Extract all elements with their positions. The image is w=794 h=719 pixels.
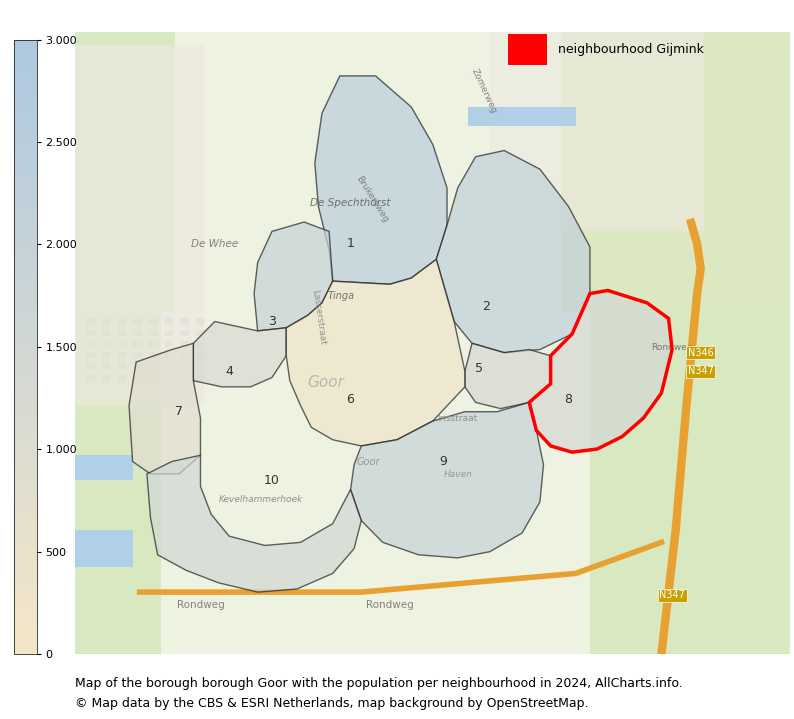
Text: Tinga: Tinga: [328, 290, 355, 301]
Bar: [133, 341, 142, 347]
Text: © Map data by the CBS & ESRI Netherlands, map background by OpenStreetMap.: © Map data by the CBS & ESRI Netherlands…: [75, 697, 589, 710]
Bar: [102, 375, 110, 380]
Polygon shape: [529, 290, 672, 452]
Bar: [118, 375, 126, 380]
Bar: [149, 319, 157, 325]
Bar: [118, 319, 126, 325]
Text: De Spechthorst: De Spechthorst: [310, 198, 391, 209]
Polygon shape: [286, 260, 465, 446]
Text: neighbourhood Gijmink: neighbourhood Gijmink: [558, 43, 704, 56]
Text: N347: N347: [688, 366, 714, 376]
Text: Brukersweg: Brukersweg: [354, 174, 390, 224]
Text: 7: 7: [175, 406, 183, 418]
Bar: [490, 32, 704, 232]
Bar: [86, 341, 94, 347]
Bar: [75, 455, 133, 480]
Text: 3: 3: [268, 315, 276, 328]
Bar: [118, 341, 126, 347]
Bar: [561, 32, 790, 312]
Bar: [133, 363, 142, 370]
Bar: [133, 319, 142, 325]
Bar: [149, 363, 157, 370]
Text: 1: 1: [347, 237, 354, 250]
Text: 6: 6: [347, 393, 354, 406]
Bar: [180, 363, 189, 370]
Bar: [86, 329, 94, 336]
Bar: [149, 329, 157, 336]
Polygon shape: [254, 222, 333, 331]
Bar: [86, 319, 94, 325]
Text: 4: 4: [225, 365, 233, 377]
Bar: [180, 375, 189, 380]
Bar: [180, 352, 189, 358]
Bar: [102, 363, 110, 370]
Text: De Whee: De Whee: [191, 239, 238, 249]
Bar: [133, 329, 142, 336]
Bar: [133, 375, 142, 380]
Bar: [86, 363, 94, 370]
Text: 5: 5: [475, 362, 484, 375]
Bar: [75, 312, 161, 654]
Bar: [165, 329, 173, 336]
Bar: [149, 341, 157, 347]
Bar: [149, 352, 157, 358]
Bar: [75, 530, 133, 567]
Text: N347: N347: [659, 590, 685, 600]
Bar: [180, 329, 189, 336]
Polygon shape: [465, 344, 550, 408]
Text: Map of the borough borough Goor with the population per neighbourhood in 2024, A: Map of the borough borough Goor with the…: [75, 677, 683, 690]
Bar: [196, 375, 205, 380]
Text: N346: N346: [688, 348, 714, 357]
Text: Zomerweg: Zomerweg: [470, 68, 499, 115]
Text: Irisstraat: Irisstraat: [437, 414, 478, 423]
Bar: [196, 329, 205, 336]
Text: Goor: Goor: [357, 457, 380, 467]
Text: Kevelhammerhoek: Kevelhammerhoek: [219, 495, 303, 504]
Text: 8: 8: [565, 393, 572, 406]
Bar: [165, 319, 173, 325]
Bar: [118, 329, 126, 336]
Bar: [118, 352, 126, 358]
Text: Goor: Goor: [307, 375, 344, 390]
Bar: [86, 352, 94, 358]
Bar: [196, 352, 205, 358]
Bar: [75, 45, 204, 406]
Text: Rondweg: Rondweg: [366, 600, 414, 610]
Bar: [590, 312, 790, 654]
Bar: [196, 341, 205, 347]
Bar: [180, 319, 189, 325]
Bar: [75, 32, 175, 312]
Polygon shape: [147, 455, 361, 592]
Bar: [86, 375, 94, 380]
Bar: [118, 363, 126, 370]
Bar: [133, 352, 142, 358]
FancyBboxPatch shape: [507, 34, 547, 65]
Text: Rondweg: Rondweg: [651, 342, 693, 352]
Bar: [102, 352, 110, 358]
Text: Rondweg: Rondweg: [176, 600, 225, 610]
Polygon shape: [129, 344, 200, 474]
Bar: [149, 375, 157, 380]
Text: 2: 2: [483, 300, 490, 313]
Text: Haven: Haven: [443, 470, 472, 479]
Polygon shape: [194, 321, 286, 387]
Polygon shape: [350, 403, 543, 558]
Bar: [180, 341, 189, 347]
Bar: [196, 319, 205, 325]
Bar: [165, 363, 173, 370]
Text: Lasserstraat: Lasserstraat: [310, 289, 326, 345]
Bar: [102, 329, 110, 336]
Polygon shape: [314, 76, 447, 284]
Text: 10: 10: [264, 474, 279, 487]
Bar: [165, 352, 173, 358]
Bar: [165, 375, 173, 380]
Bar: [196, 363, 205, 370]
Bar: [102, 319, 110, 325]
Bar: [102, 341, 110, 347]
Polygon shape: [436, 150, 590, 352]
Bar: [165, 341, 173, 347]
Bar: [468, 107, 576, 126]
Text: 9: 9: [440, 455, 447, 468]
